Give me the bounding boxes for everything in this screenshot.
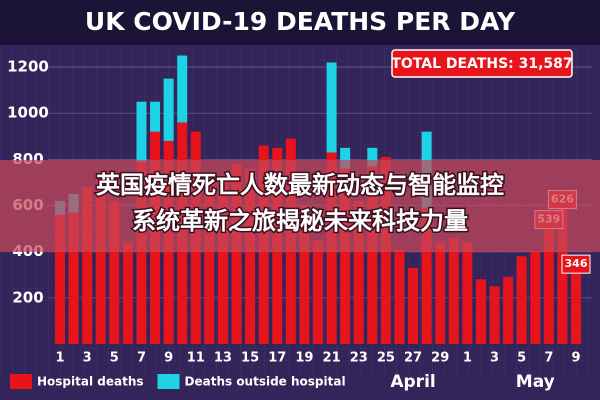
x-tick-label: 13 [214, 351, 232, 366]
bar [204, 173, 215, 344]
bar [394, 249, 405, 344]
bar [68, 212, 79, 344]
x-tick-label: 5 [517, 351, 526, 366]
y-tick-label: 1200 [7, 58, 49, 76]
x-tick-label: 9 [571, 351, 580, 366]
bar [367, 147, 378, 167]
bar [313, 240, 323, 344]
x-group-label: April [390, 372, 435, 392]
x-tick-label: 23 [350, 351, 368, 366]
x-tick-label: 29 [431, 351, 449, 366]
x-tick-label: 3 [490, 351, 499, 366]
x-tick-label: 1 [463, 351, 472, 366]
x-group-label: May [516, 372, 555, 392]
bar [136, 101, 147, 162]
x-tick-label: 5 [110, 351, 119, 366]
x-tick-label: 17 [268, 351, 286, 366]
overlay-band [0, 160, 600, 252]
total-box [391, 49, 573, 78]
overlay-line: 系统革新之旅揭秘未来科技力量 [132, 207, 468, 235]
x-tick-label: 27 [404, 351, 422, 366]
overlay: 英国疫情死亡人数最新动态与智能监控 系统革新之旅揭秘未来科技力量 [0, 160, 600, 252]
bar [82, 187, 93, 344]
bar [109, 200, 120, 344]
x-tick-label: 7 [544, 351, 553, 366]
legend-swatch [10, 374, 32, 389]
bar [448, 237, 459, 344]
bar [245, 168, 256, 344]
x-tick-label: 9 [164, 351, 173, 366]
bar [95, 180, 106, 344]
legend-label: Deaths outside hospital [185, 375, 346, 389]
bar [177, 55, 188, 123]
y-tick-label: 200 [12, 288, 43, 306]
bar [489, 286, 500, 344]
x-tick-label: 19 [295, 351, 313, 366]
bar [231, 164, 242, 344]
bar [136, 161, 147, 344]
chart-title: UK COVID-19 DEATHS PER DAY [85, 7, 516, 36]
bar [408, 267, 419, 344]
y-tick-label: 1000 [7, 104, 49, 122]
bar [530, 251, 541, 344]
bar [122, 242, 133, 344]
x-tick-label: 21 [323, 351, 341, 366]
bar [150, 101, 161, 132]
title-band [0, 0, 600, 45]
data-label-box [561, 254, 591, 274]
x-tick-label: 25 [377, 351, 395, 366]
legend-label: Hospital deaths [37, 375, 144, 389]
x-tick-label: 15 [241, 351, 259, 366]
bar [217, 177, 228, 344]
overlay-line: 英国疫情死亡人数最新动态与智能监控 [96, 171, 504, 199]
bar [543, 219, 554, 344]
bar [367, 166, 378, 344]
bar [326, 62, 337, 153]
x-tick-label: 11 [187, 351, 205, 366]
bar [516, 256, 527, 344]
bar [340, 168, 351, 344]
bar [435, 242, 446, 344]
x-tick-label: 1 [55, 351, 64, 366]
bar [340, 147, 351, 169]
bar [503, 277, 514, 344]
bar [571, 264, 581, 344]
bar [353, 200, 364, 344]
bar [299, 205, 310, 344]
data-label: 346 [565, 257, 588, 270]
bar [475, 279, 486, 344]
bar [462, 242, 473, 344]
bar [163, 78, 174, 141]
bar [55, 214, 65, 344]
x-tick-label: 3 [83, 351, 92, 366]
legend-swatch [157, 374, 180, 389]
x-tick-label: 7 [137, 351, 146, 366]
total-deaths: TOTAL DEATHS: 31,587 [391, 56, 572, 72]
bar [421, 207, 432, 344]
